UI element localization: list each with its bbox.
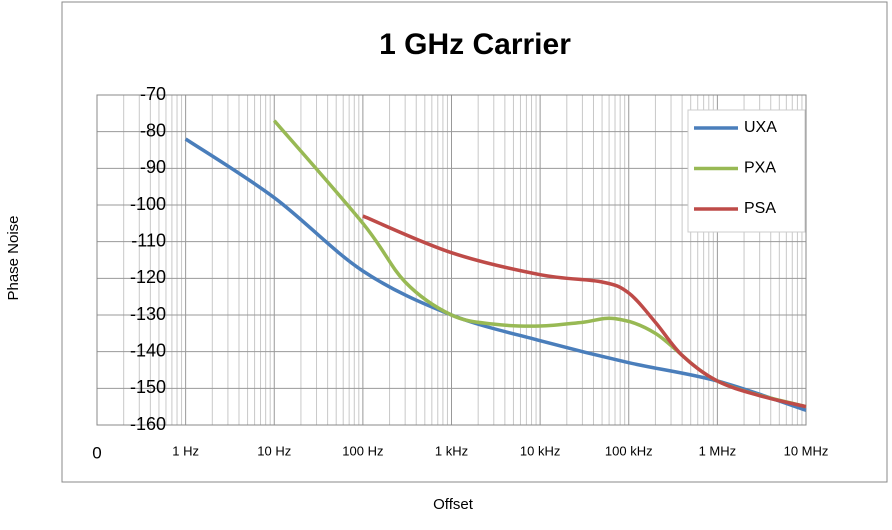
- y-tick-label: -130: [130, 304, 166, 324]
- x-tick-label: 0: [92, 443, 101, 462]
- y-tick-label: -90: [140, 157, 166, 177]
- y-tick-label: -140: [130, 340, 166, 360]
- x-tick-label: 1 MHz: [699, 443, 737, 458]
- legend-label: PXA: [744, 160, 776, 177]
- y-tick-label: -70: [140, 84, 166, 104]
- legend-label: UXA: [744, 119, 777, 136]
- legend-label: PSA: [744, 200, 776, 217]
- x-tick-label: 100 Hz: [342, 443, 383, 458]
- x-tick-label: 10 kHz: [520, 443, 560, 458]
- y-tick-label: -120: [130, 267, 166, 287]
- y-tick-label: -110: [131, 230, 166, 250]
- chart-title: 1 GHz Carrier: [379, 28, 571, 61]
- y-axis-label: Phase Noise: [5, 215, 22, 300]
- y-tick-label: -160: [130, 414, 166, 434]
- y-tick-label: -80: [140, 120, 166, 140]
- series-line: [362, 214, 807, 409]
- y-tick-label: -150: [130, 377, 166, 397]
- series-line: [184, 137, 807, 412]
- x-tick-label: 10 MHz: [784, 443, 829, 458]
- plot-border: [96, 94, 807, 426]
- y-tick-label: -100: [130, 194, 166, 214]
- x-tick-label: 1 Hz: [172, 443, 199, 458]
- x-axis-label: Offset: [433, 496, 474, 513]
- x-tick-label: 1 kHz: [435, 443, 468, 458]
- legend-box: [687, 109, 806, 233]
- x-tick-label: 10 Hz: [257, 443, 291, 458]
- x-tick-label: 100 kHz: [605, 443, 653, 458]
